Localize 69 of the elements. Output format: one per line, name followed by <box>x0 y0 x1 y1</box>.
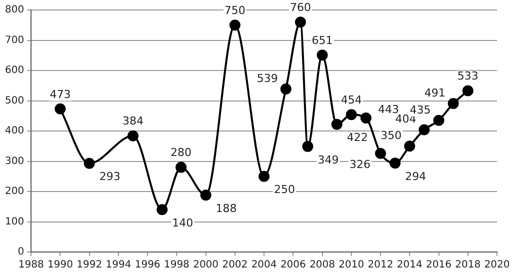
data-label: 250 <box>274 183 296 196</box>
point <box>462 85 474 96</box>
data-label: 293 <box>99 170 120 184</box>
data-label: 750 <box>224 4 246 17</box>
data-label: 435 <box>410 103 431 116</box>
point <box>176 162 187 173</box>
y-tick-label: 100 <box>4 216 24 228</box>
point <box>316 50 328 61</box>
point <box>229 20 240 31</box>
x-tick-label: 2004 <box>251 260 277 271</box>
point <box>294 16 306 28</box>
data-label: 491 <box>424 86 446 100</box>
point <box>258 170 270 182</box>
data-label: 422 <box>346 131 368 144</box>
point <box>331 118 342 130</box>
point <box>302 140 314 152</box>
point <box>280 83 292 94</box>
x-tick-label: 1990 <box>47 260 73 271</box>
point <box>448 98 459 109</box>
data-label: 443 <box>378 102 399 116</box>
x-tick-label: 1994 <box>106 260 132 271</box>
y-tick-label: 500 <box>4 95 24 106</box>
x-tick-label: 1998 <box>164 260 190 271</box>
data-label: 539 <box>256 72 278 85</box>
point <box>375 148 386 159</box>
data-label: 350 <box>380 128 402 142</box>
data-label: 760 <box>290 0 311 14</box>
x-tick-label: 2018 <box>455 260 481 271</box>
point <box>84 158 95 169</box>
y-tick-label: 600 <box>4 65 24 76</box>
y-tick-label: 800 <box>4 4 24 16</box>
data-label: 280 <box>170 146 192 160</box>
point <box>346 109 357 120</box>
x-tick-label: 1988 <box>18 260 44 271</box>
point <box>404 140 416 152</box>
data-label: 384 <box>122 114 144 128</box>
x-tick-label: 2012 <box>368 260 394 271</box>
point <box>200 190 212 201</box>
x-tick-label: 2020 <box>484 260 510 271</box>
x-tick-label: 1996 <box>134 260 160 271</box>
x-tick-label: 2002 <box>222 260 248 271</box>
x-tick-label: 2000 <box>193 260 219 271</box>
x-tick-label: 2014 <box>396 260 422 271</box>
data-label: 533 <box>457 70 478 83</box>
point <box>418 124 430 136</box>
data-label: 473 <box>50 88 71 101</box>
data-label: 326 <box>350 158 371 172</box>
point <box>128 130 139 142</box>
y-tick-label: 300 <box>4 156 24 167</box>
data-label: 294 <box>405 170 426 183</box>
y-tick-label: 0 <box>18 246 24 258</box>
point <box>433 114 444 126</box>
data-label: 651 <box>312 34 333 47</box>
data-label: 140 <box>172 216 194 230</box>
x-tick-label: 2010 <box>338 260 364 271</box>
x-tick-label: 2016 <box>426 260 452 271</box>
y-tick-label: 700 <box>4 34 24 46</box>
y-tick-label: 200 <box>4 186 24 198</box>
point <box>54 103 66 114</box>
point <box>156 204 168 216</box>
point <box>390 158 401 169</box>
x-tick-label: 1992 <box>76 260 102 271</box>
point <box>360 112 372 124</box>
x-tick-label: 2006 <box>280 260 306 271</box>
x-tick-label: 2008 <box>310 260 336 271</box>
y-tick-label: 400 <box>4 126 24 137</box>
data-label: 188 <box>216 202 237 215</box>
data-label: 349 <box>318 153 339 166</box>
data-label: 454 <box>340 94 362 107</box>
